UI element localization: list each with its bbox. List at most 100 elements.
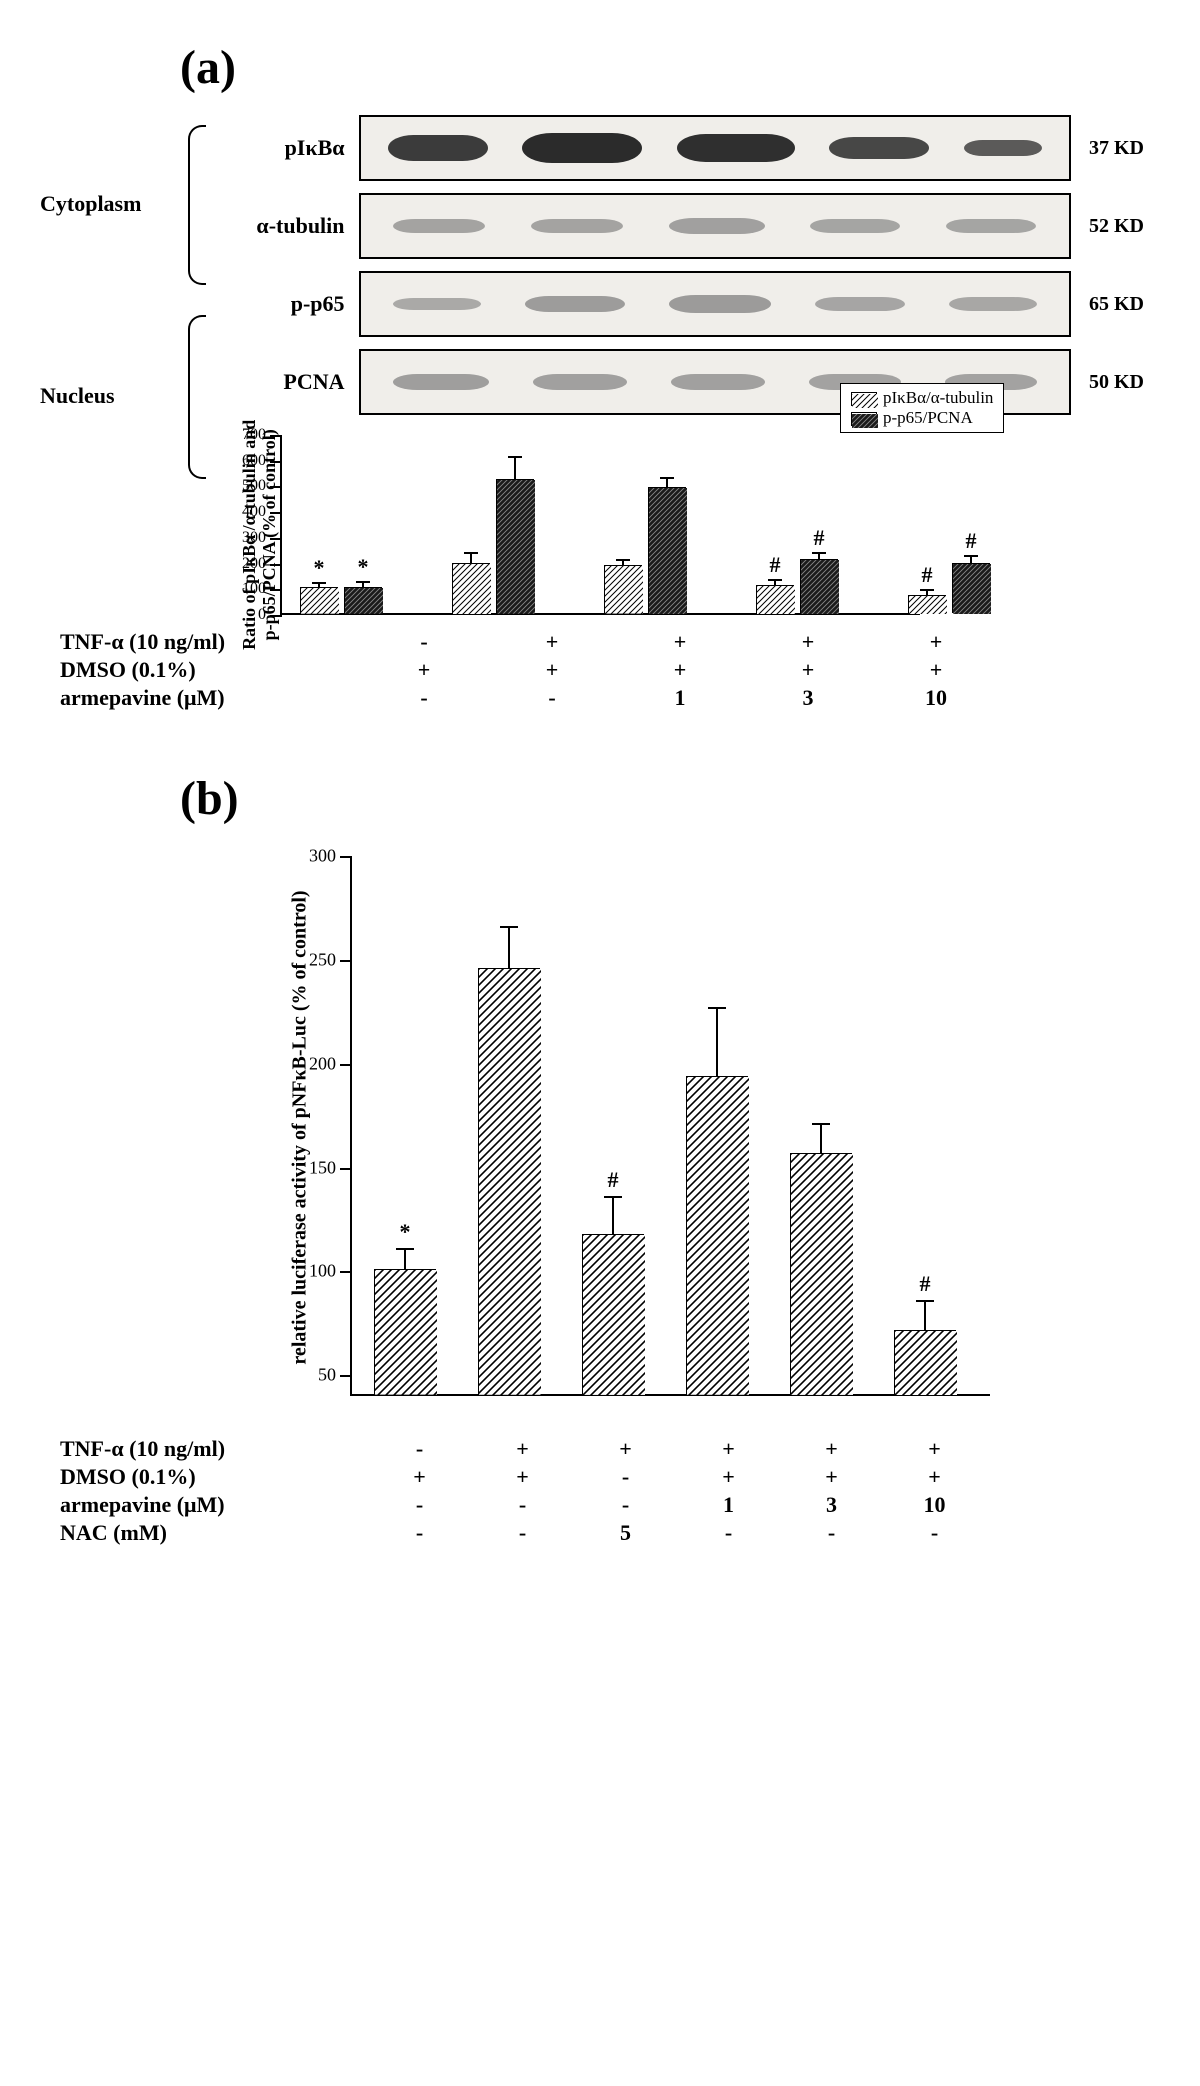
band [949,297,1037,310]
treatment-cell: - [574,1464,677,1490]
ytick-label: 200 [242,555,282,573]
error-bar [820,1124,822,1153]
error-cap [920,589,934,591]
ytick-label: 200 [309,1053,352,1074]
treatment-cell: + [360,657,488,683]
treatment-cell: - [368,1520,471,1546]
significance-mark: # [608,1167,619,1193]
bracket [188,315,206,479]
blot-box [359,193,1071,259]
bar [952,563,990,613]
bar [894,1330,956,1394]
blot-row: α-tubulin52 KD [210,193,1180,259]
treatment-row: TNF-α (10 ng/ml)-+++++ [60,1436,1180,1462]
significance-mark: # [814,525,825,551]
error-bar [924,1301,926,1330]
panel-a-treatments: TNF-α (10 ng/ml)-++++DMSO (0.1%)+++++arm… [60,629,1180,711]
treatment-cells: ++-+++ [368,1464,986,1490]
error-cap [604,1196,622,1198]
treatment-cell: + [488,629,616,655]
treatment-cell: 3 [780,1492,883,1518]
treatment-cell: - [368,1436,471,1462]
bar [582,1234,644,1394]
treatment-row: armepavine (μM)--1310 [60,685,1180,711]
panel-b-label: (b) [180,771,1180,826]
treatment-cell: + [883,1464,986,1490]
legend: pIκBα/α-tubulinp-p65/PCNA [840,383,1004,433]
ytick-label: 50 [318,1365,352,1386]
bar [648,487,686,613]
treatment-cell: + [677,1464,780,1490]
blot-row: PCNA50 KD [210,349,1180,415]
significance-mark: # [920,1271,931,1297]
ytick-label: 500 [242,477,282,495]
ytick-label: 150 [309,1157,352,1178]
error-cap [508,456,522,458]
bar [756,585,794,613]
error-bar [514,457,516,479]
treatment-cells: -+++++ [368,1436,986,1462]
panel-a-label: (a) [180,40,1180,95]
significance-mark: * [400,1219,411,1245]
treatment-cells: ---1310 [368,1492,986,1518]
treatment-cell: 1 [677,1492,780,1518]
panel-b: (b) relative luciferase activity of pNFκ… [20,771,1180,1546]
ytick-label: 100 [242,580,282,598]
ytick-label: 300 [309,846,352,867]
treatment-label: NAC (mM) [60,1520,350,1546]
legend-swatch [851,392,877,406]
band [393,374,489,390]
panel-b-ylabel: relative luciferase activity of pNFκB-Lu… [289,858,312,1398]
bracket [188,125,206,285]
error-cap [312,582,326,584]
panel-b-treatments: TNF-α (10 ng/ml)-+++++DMSO (0.1%)++-+++a… [60,1436,1180,1546]
bar [908,595,946,613]
kd-label: 37 KD [1071,137,1180,160]
kd-label: 52 KD [1071,215,1180,238]
bar [344,587,382,613]
blot-label: PCNA [210,369,359,395]
compartment-label: Nucleus [40,383,180,409]
treatment-cell: - [360,685,488,711]
band [669,295,771,312]
ytick-label: 600 [242,452,282,470]
treatment-label: DMSO (0.1%) [60,1464,350,1490]
treatment-row: DMSO (0.1%)+++++ [60,657,1180,683]
error-bar [716,1008,718,1077]
error-cap [916,1300,934,1302]
legend-item: pIκBα/α-tubulin [851,388,993,408]
treatment-cell: + [744,629,872,655]
panel-b-chart-wrap: relative luciferase activity of pNFκB-Lu… [350,856,1180,1396]
treatment-cells: +++++ [360,657,1000,683]
treatment-cells: --1310 [360,685,1000,711]
error-cap [964,555,978,557]
treatment-cell: + [616,629,744,655]
ytick-label: 300 [242,529,282,547]
treatment-cell: + [488,657,616,683]
ytick-label: 700 [242,426,282,444]
treatment-cell: + [616,657,744,683]
bar [604,565,642,613]
treatment-cell: - [360,629,488,655]
treatment-cell: - [677,1520,780,1546]
error-bar [404,1249,406,1270]
treatment-cell: + [780,1436,883,1462]
legend-swatch [851,412,877,426]
blot-row: p-p6565 KD [210,271,1180,337]
treatment-cell: + [471,1436,574,1462]
error-cap [500,926,518,928]
treatment-cells: --5--- [368,1520,986,1546]
treatment-cells: -++++ [360,629,1000,655]
error-cap [396,1248,414,1250]
panel-a: (a) CytoplasmNucleuspIκBα37 KDα-tubulin5… [20,40,1180,711]
treatment-cell: 5 [574,1520,677,1546]
band [393,298,481,311]
band [946,219,1036,233]
bar [686,1076,748,1394]
error-cap [812,552,826,554]
treatment-cell: + [872,629,1000,655]
treatment-cell: + [780,1464,883,1490]
treatment-cell: - [780,1520,883,1546]
ytick-label: 400 [242,503,282,521]
significance-mark: * [358,554,369,580]
